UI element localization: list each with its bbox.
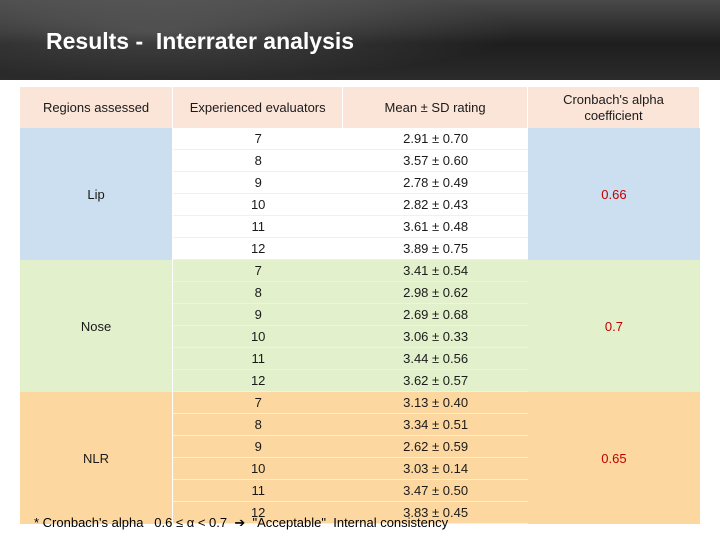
evaluator-cell: 9: [173, 304, 344, 326]
evaluator-cell: 7: [173, 392, 344, 414]
cronbach-coefficient-cell: 0.66: [527, 128, 700, 260]
slide-title: Results - Interrater analysis: [46, 28, 355, 54]
region-cell: Nose: [20, 260, 174, 392]
table-row: NLR 7 3.13 ± 0.40 0.65: [20, 392, 700, 524]
evaluator-cell: 7: [173, 260, 344, 282]
table-row: 8 3.57 ± 0.60: [20, 150, 700, 172]
interrater-results-table: Regions assessed Experienced evaluators …: [20, 87, 700, 524]
title-bar: Results - Interrater analysis: [0, 0, 720, 80]
table-row: 8 3.34 ± 0.51: [20, 414, 700, 436]
evaluator-cell: 12: [173, 370, 344, 392]
cronbach-coefficient-cell: 0.7: [527, 260, 700, 392]
evaluator-cell: 8: [173, 282, 344, 304]
mean-sd-cell: 3.44 ± 0.56: [343, 348, 528, 370]
mean-sd-cell: 3.62 ± 0.57: [343, 370, 528, 392]
table-header-row: Regions assessed Experienced evaluators …: [20, 87, 700, 128]
evaluator-cell: 9: [173, 436, 344, 458]
mean-sd-cell: 3.47 ± 0.50: [343, 480, 528, 502]
evaluator-cell: 10: [173, 326, 344, 348]
mean-sd-cell: 3.89 ± 0.75: [343, 238, 528, 260]
evaluator-cell: 10: [173, 194, 344, 216]
header-cronbach-line2: coefficient: [584, 107, 643, 123]
table-row: 11 3.44 ± 0.56: [20, 348, 700, 370]
table-row: Lip 7 2.91 ± 0.70 0.66: [20, 128, 700, 260]
table-row: 10 3.06 ± 0.33: [20, 326, 700, 348]
region-cell: NLR: [20, 392, 174, 524]
mean-sd-cell: 3.34 ± 0.51: [343, 414, 528, 436]
region-cell: Lip: [20, 128, 174, 260]
mean-sd-cell: 3.61 ± 0.48: [343, 216, 528, 238]
mean-sd-cell: 2.98 ± 0.62: [343, 282, 528, 304]
mean-sd-cell: 2.82 ± 0.43: [343, 194, 528, 216]
title-bar-glow: [0, 0, 520, 80]
mean-sd-cell: 3.83 ± 0.45: [343, 502, 528, 524]
table-row: 11 3.61 ± 0.48: [20, 216, 700, 238]
header-cronbach-line1: Cronbach's alpha: [563, 91, 664, 107]
evaluator-cell: 12: [173, 502, 344, 524]
table-row: 12 3.83 ± 0.45: [20, 502, 700, 524]
mean-sd-cell: 3.57 ± 0.60: [343, 150, 528, 172]
header-cronbach: Cronbach's alpha coefficient: [527, 87, 700, 128]
mean-sd-cell: 3.13 ± 0.40: [343, 392, 528, 414]
table-row: 8 2.98 ± 0.62: [20, 282, 700, 304]
evaluator-cell: 11: [173, 348, 344, 370]
evaluator-cell: 8: [173, 150, 344, 172]
mean-sd-cell: 2.91 ± 0.70: [343, 128, 528, 150]
mean-sd-cell: 3.03 ± 0.14: [343, 458, 528, 480]
evaluator-cell: 11: [173, 216, 344, 238]
table-row: 12 3.89 ± 0.75: [20, 238, 700, 260]
header-regions: Regions assessed: [20, 87, 174, 128]
table-row: Nose 7 3.41 ± 0.54 0.7: [20, 260, 700, 392]
table-row: 11 3.47 ± 0.50: [20, 480, 700, 502]
mean-sd-cell: 2.62 ± 0.59: [343, 436, 528, 458]
evaluator-cell: 9: [173, 172, 344, 194]
evaluator-cell: 11: [173, 480, 344, 502]
table-row: 10 2.82 ± 0.43: [20, 194, 700, 216]
evaluator-cell: 10: [173, 458, 344, 480]
evaluator-cell: 8: [173, 414, 344, 436]
header-evaluators: Experienced evaluators: [173, 87, 344, 128]
mean-sd-cell: 3.41 ± 0.54: [343, 260, 528, 282]
cronbach-coefficient-cell: 0.65: [527, 392, 700, 524]
header-mean-sd: Mean ± SD rating: [343, 87, 528, 128]
table-row: 9 2.69 ± 0.68: [20, 304, 700, 326]
evaluator-cell: 12: [173, 238, 344, 260]
table-body: Lip 7 2.91 ± 0.70 0.66 8 3.57 ± 0.60 9 2.78 ± 0…: [20, 128, 700, 524]
table-row: 10 3.03 ± 0.14: [20, 458, 700, 480]
table-row: 9 2.62 ± 0.59: [20, 436, 700, 458]
footnote: * Cronbach's alpha 0.6 ≤ α < 0.7 ➔ "Acce…: [34, 515, 449, 530]
mean-sd-cell: 2.78 ± 0.49: [343, 172, 528, 194]
table-row: 12 3.62 ± 0.57: [20, 370, 700, 392]
mean-sd-cell: 2.69 ± 0.68: [343, 304, 528, 326]
evaluator-cell: 7: [173, 128, 344, 150]
table-row: 9 2.78 ± 0.49: [20, 172, 700, 194]
mean-sd-cell: 3.06 ± 0.33: [343, 326, 528, 348]
